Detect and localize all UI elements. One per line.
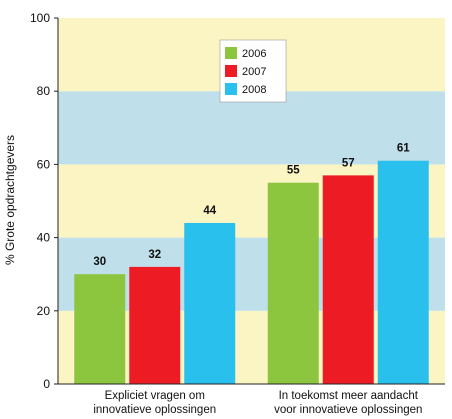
x-category-labels: Expliciet vragen om innovatieve oplossing… [93,390,422,416]
y-tick-label: 20 [37,304,51,318]
y-axis-label: % Grote opdrachtgevers [3,135,17,265]
x-category-label: In toekomst meer aandacht [279,390,419,402]
legend-swatch-2008 [225,83,237,95]
bars [74,160,429,384]
legend-swatch-2006 [225,47,237,59]
legend-swatch-2007 [225,65,237,77]
axes [57,18,445,385]
bar-2006-1 [267,182,319,384]
y-tick-label: 0 [43,377,50,391]
data-label: 55 [287,165,300,177]
bar-2007-0 [129,266,181,384]
data-label: 32 [148,249,161,261]
data-label: 44 [203,205,216,217]
bar-2008-1 [377,160,429,384]
background-band [58,91,445,165]
y-tick-label: 80 [37,84,51,98]
data-label: 57 [342,157,355,169]
y-tick-labels: 0 20 40 60 80 100 [30,11,58,391]
y-tick-label: 40 [37,231,51,245]
legend-label: 2007 [242,66,266,78]
x-category-label: Expliciet vragen om [105,390,205,402]
bar-2007-1 [322,175,374,384]
y-tick-label: 100 [30,11,50,25]
x-category-label: voor innovatieve oplossingen [274,404,422,416]
data-label: 61 [397,143,410,155]
bar-2008-0 [184,222,236,384]
data-labels: 30 55 32 57 44 61 [93,143,410,268]
legend: 2006 2007 2008 [219,39,287,103]
legend-label: 2006 [242,48,266,60]
data-label: 30 [93,256,106,268]
x-category-label: innovatieve oplossingen [93,404,216,416]
legend-label: 2008 [242,84,266,96]
bar-2006-0 [74,274,126,384]
y-tick-label: 60 [37,157,51,171]
